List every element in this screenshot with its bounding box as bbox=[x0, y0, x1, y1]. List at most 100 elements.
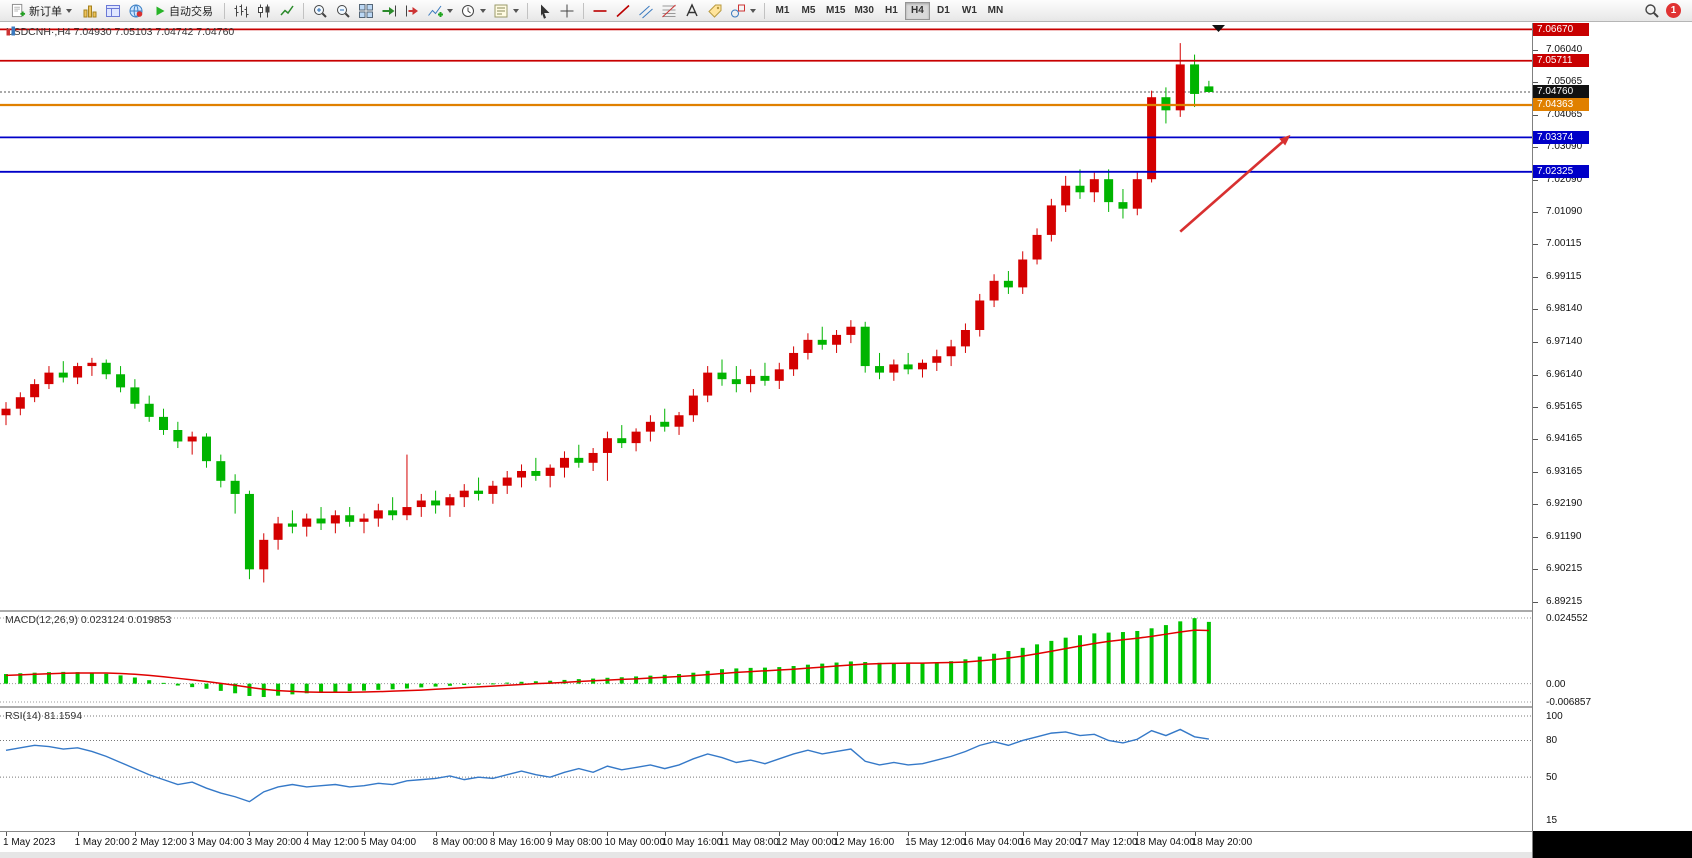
time-tick bbox=[249, 832, 251, 836]
price-label: 6.90215 bbox=[1546, 562, 1583, 574]
templates-icon bbox=[494, 4, 508, 17]
panel-splitter[interactable] bbox=[0, 610, 1692, 612]
time-label: 17 May 12:00 bbox=[1077, 837, 1138, 848]
profiles-icon bbox=[106, 4, 120, 17]
price-line-label: 7.03374 bbox=[1533, 130, 1589, 144]
time-label: 1 May 2023 bbox=[3, 837, 56, 848]
templates-button[interactable] bbox=[490, 1, 522, 21]
timeframe-m1-button[interactable]: M1 bbox=[770, 2, 795, 20]
timeframe-h4-button[interactable]: H4 bbox=[904, 1, 930, 20]
text-tool-button[interactable] bbox=[681, 1, 703, 21]
chevron-down-icon bbox=[480, 8, 486, 13]
price-tick bbox=[1533, 374, 1538, 376]
candlestick-chart-button[interactable] bbox=[253, 1, 275, 21]
time-label: 5 May 04:00 bbox=[361, 837, 417, 848]
horizontal-line-button[interactable] bbox=[589, 1, 611, 21]
crosshair-button[interactable] bbox=[556, 1, 578, 21]
label-icon bbox=[708, 4, 722, 18]
horizontal-line-icon bbox=[593, 9, 607, 12]
market-watch-button[interactable] bbox=[125, 1, 147, 21]
price-tick bbox=[1533, 81, 1538, 83]
timeframe-m5-button[interactable]: M5 bbox=[796, 2, 821, 20]
time-label: 12 May 00:00 bbox=[776, 837, 837, 848]
time-tick bbox=[435, 832, 437, 836]
timeframe-w1-button[interactable]: W1 bbox=[957, 2, 982, 20]
fibonacci-button[interactable] bbox=[658, 1, 680, 21]
time-label: 10 May 00:00 bbox=[604, 837, 666, 848]
trendline-button[interactable] bbox=[612, 1, 634, 21]
label-tool-button[interactable] bbox=[704, 1, 726, 21]
search-button[interactable] bbox=[1641, 1, 1663, 21]
price-line-label: 7.06670 bbox=[1533, 22, 1589, 36]
market-watch-icon bbox=[129, 4, 143, 17]
bar-chart-button[interactable] bbox=[230, 1, 252, 21]
macd-scale-label: 0.00 bbox=[1546, 678, 1566, 690]
time-axis[interactable]: 1 May 2023 1 May 20:00 2 May 12:00 3 May 04… bbox=[0, 831, 1532, 853]
price-label: 6.96140 bbox=[1546, 368, 1583, 380]
price-tick bbox=[1533, 439, 1538, 441]
price-label: 7.03090 bbox=[1546, 140, 1583, 152]
auto-scroll-icon bbox=[382, 5, 396, 16]
indicators-button[interactable] bbox=[424, 1, 456, 21]
price-tick bbox=[1533, 50, 1538, 51]
chart-shift-icon bbox=[406, 5, 418, 16]
time-label: 12 May 16:00 bbox=[833, 837, 895, 848]
line-chart-button[interactable] bbox=[276, 1, 298, 21]
time-tick bbox=[836, 832, 838, 836]
time-tick bbox=[607, 832, 609, 836]
search-icon bbox=[1645, 3, 1659, 18]
toolbar-separator bbox=[303, 2, 304, 19]
timeframe-d1-button[interactable]: D1 bbox=[931, 2, 956, 20]
macd-chart[interactable] bbox=[0, 612, 1532, 706]
price-line-label: 7.02325 bbox=[1533, 165, 1589, 179]
tile-windows-button[interactable] bbox=[355, 1, 377, 21]
price-label: 7.00115 bbox=[1546, 238, 1582, 250]
price-axis[interactable]: 7.06040 7.05065 7.04065 7.03090 7.02090 7.010… bbox=[1532, 22, 1692, 858]
timeframe-m30-button[interactable]: M30 bbox=[850, 2, 877, 20]
chevron-down-icon bbox=[513, 8, 519, 13]
time-label: 8 May 00:00 bbox=[432, 837, 488, 848]
price-tick bbox=[1533, 341, 1538, 343]
time-tick bbox=[722, 832, 723, 836]
timeframe-m15-button[interactable]: M15 bbox=[822, 2, 849, 20]
new-order-button[interactable]: 新订单 bbox=[5, 1, 78, 21]
zoom-out-button[interactable] bbox=[332, 1, 354, 21]
new-chart-button[interactable] bbox=[79, 1, 101, 21]
zoom-out-icon bbox=[337, 4, 350, 18]
price-tick bbox=[1533, 114, 1538, 116]
panel-splitter[interactable] bbox=[0, 706, 1692, 708]
candlestick-chart[interactable] bbox=[0, 23, 1532, 610]
time-label: 10 May 16:00 bbox=[661, 837, 723, 848]
time-label: 4 May 12:00 bbox=[303, 837, 359, 848]
shapes-button[interactable] bbox=[727, 1, 759, 21]
rsi-panel: RSI(14) 81.1594 bbox=[0, 708, 1532, 831]
symbol-ohlc-label: USDCNH·,H4 7.04930 7.05103 7.04742 7.047… bbox=[6, 26, 234, 38]
zoom-in-icon bbox=[314, 4, 327, 18]
fibonacci-icon bbox=[662, 4, 676, 17]
price-label: 7.02090 bbox=[1546, 173, 1583, 185]
chart-shift-button[interactable] bbox=[401, 1, 423, 21]
timeframes-clock-button[interactable] bbox=[457, 1, 489, 21]
auto-trading-button[interactable]: 自动交易 bbox=[148, 1, 219, 21]
auto-scroll-button[interactable] bbox=[378, 1, 400, 21]
timeframe-h1-button[interactable]: H1 bbox=[879, 2, 904, 20]
zoom-in-button[interactable] bbox=[309, 1, 331, 21]
time-tick bbox=[1137, 832, 1139, 836]
profiles-button[interactable] bbox=[102, 1, 124, 21]
price-tick bbox=[1533, 504, 1538, 506]
time-tick bbox=[1194, 832, 1196, 836]
rsi-chart[interactable] bbox=[0, 708, 1532, 831]
notification-badge[interactable]: 1 bbox=[1666, 3, 1681, 18]
price-tick bbox=[1533, 472, 1538, 474]
symbol-ohlc-text: USDCNH·,H4 7.04930 7.05103 7.04742 7.047… bbox=[6, 26, 235, 38]
timeframe-mn-button[interactable]: MN bbox=[983, 2, 1008, 20]
macd-label: MACD(12,26,9) 0.023124 0.019853 bbox=[5, 614, 172, 626]
price-label: 6.97140 bbox=[1546, 335, 1583, 347]
cursor-button[interactable] bbox=[533, 1, 555, 21]
channel-button[interactable] bbox=[635, 1, 657, 21]
time-tick bbox=[908, 832, 910, 836]
price-label: 7.04065 bbox=[1546, 108, 1583, 120]
tile-windows-icon bbox=[359, 3, 373, 18]
time-label: 18 May 20:00 bbox=[1191, 837, 1253, 848]
price-tick bbox=[1533, 212, 1538, 214]
